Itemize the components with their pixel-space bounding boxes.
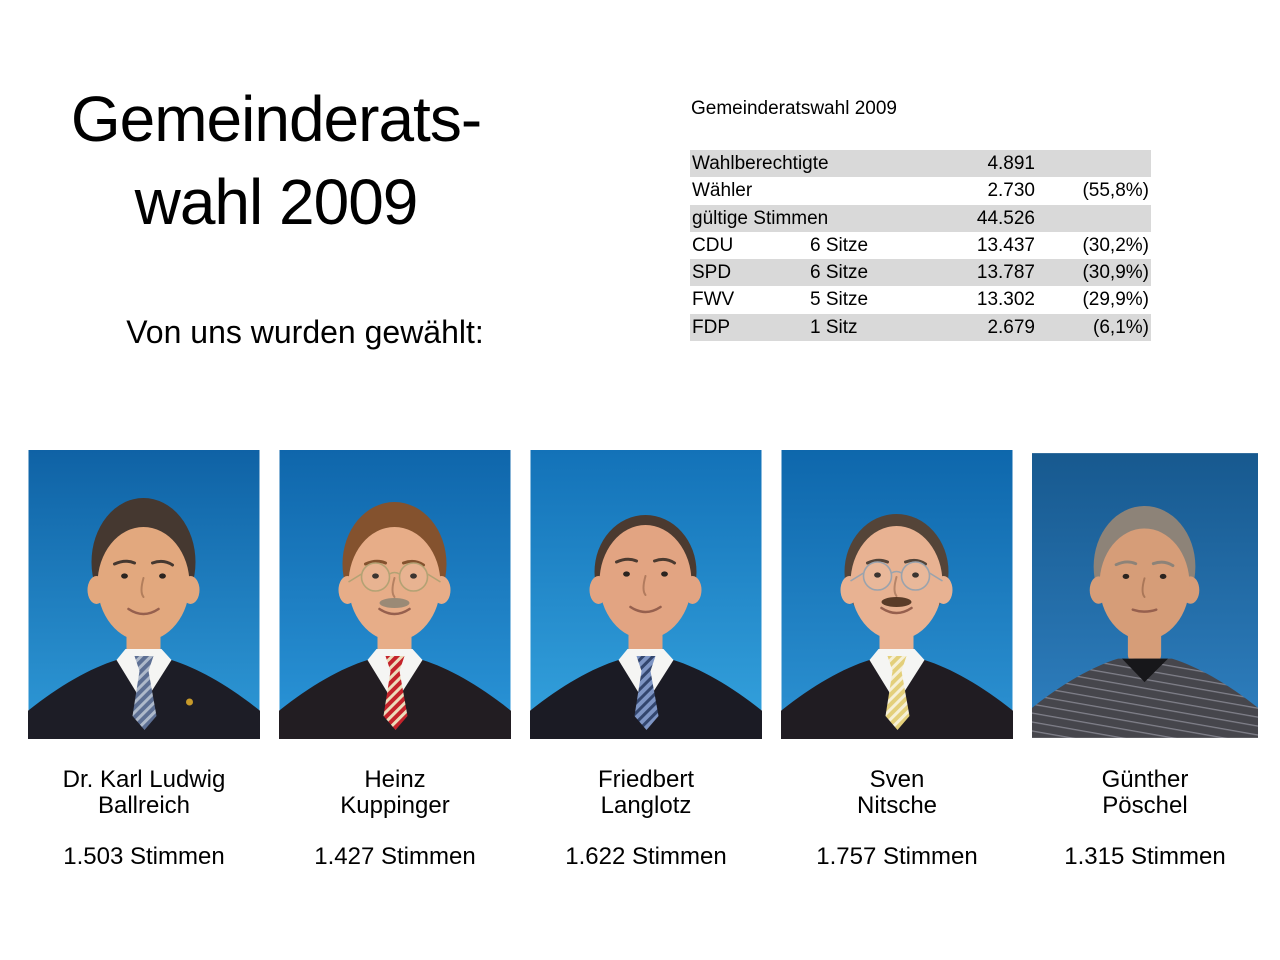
row-label: SPD <box>692 262 732 284</box>
page-title-line2: wahl 2009 <box>134 166 419 238</box>
row-percent <box>1035 150 1151 177</box>
table-row: FWV 5 Sitze 13.302 (29,9%) <box>690 286 1151 313</box>
candidate-card: Heinz Kuppinger 1.427 Stimmen <box>279 450 511 880</box>
row-label: FDP <box>692 316 730 338</box>
candidate-card: Friedbert Langlotz 1.622 Stimmen <box>530 450 762 880</box>
portrait-photo <box>530 450 762 739</box>
candidate-card: Sven Nitsche 1.757 Stimmen <box>781 450 1013 880</box>
candidate-name: Sven Nitsche <box>769 767 1025 819</box>
row-label: gültige Stimmen <box>692 207 829 229</box>
row-votes: 44.526 <box>976 207 1035 229</box>
row-votes: 4.891 <box>987 153 1035 174</box>
subtitle: Von uns wurden gewählt: <box>126 314 484 350</box>
results-table-title: Gemeinderatswahl 2009 <box>691 98 897 119</box>
page-title: Gemeinderats- wahl 2009 <box>0 78 552 244</box>
row-seats: 6 Sitze <box>810 234 869 256</box>
row-percent: (29,9%) <box>1082 289 1149 311</box>
candidate-card: Günther Pöschel 1.315 Stimmen <box>1032 450 1258 880</box>
table-row: Wähler 2.730 (55,8%) <box>690 177 1151 204</box>
portrait-photo <box>28 450 260 739</box>
row-votes: 2.679 <box>987 316 1035 338</box>
portrait-photo <box>1032 450 1258 739</box>
candidate-votes: 1.622 Stimmen <box>565 843 727 870</box>
results-table: Wahlberechtigte 4.891 Wähler 2.730 (55,8… <box>690 150 1151 342</box>
row-votes: 13.787 <box>976 262 1035 284</box>
table-row: CDU 6 Sitze 13.437 (30,2%) <box>690 232 1151 259</box>
row-votes: 13.302 <box>976 289 1035 311</box>
row-percent: (30,9%) <box>1082 262 1149 284</box>
row-seats <box>810 150 922 177</box>
row-label: CDU <box>692 234 734 256</box>
candidate-name-line2: Ballreich <box>97 792 191 819</box>
row-percent: (6,1%) <box>1093 316 1149 338</box>
candidate-name-line1: Sven <box>869 766 925 793</box>
candidate-votes: 1.503 Stimmen <box>63 843 225 870</box>
row-votes: 13.437 <box>976 234 1035 256</box>
candidate-name-line2: Nitsche <box>856 792 938 819</box>
candidate-name: Heinz Kuppinger <box>267 767 523 819</box>
candidate-votes: 1.427 Stimmen <box>314 843 476 870</box>
candidate-name-line1: Heinz <box>364 766 426 793</box>
candidate-name-line1: Günther <box>1101 766 1189 793</box>
candidate-name: Dr. Karl Ludwig Ballreich <box>16 767 272 819</box>
table-row: Wahlberechtigte 4.891 <box>690 150 1151 178</box>
candidate-name-line1: Dr. Karl Ludwig <box>62 766 226 793</box>
candidate-name-line1: Friedbert <box>597 766 695 793</box>
row-percent: (30,2%) <box>1082 234 1149 256</box>
candidate-votes: 1.315 Stimmen <box>1064 843 1226 870</box>
candidate-card: Dr. Karl Ludwig Ballreich 1.503 Stimmen <box>28 450 260 880</box>
row-seats <box>810 205 922 232</box>
candidate-name: Friedbert Langlotz <box>518 767 774 819</box>
table-row: gültige Stimmen 44.526 <box>690 204 1151 232</box>
row-percent: (55,8%) <box>1082 180 1149 202</box>
candidate-votes: 1.757 Stimmen <box>816 843 978 870</box>
candidate-name-line2: Langlotz <box>600 792 692 819</box>
row-seats: 5 Sitze <box>810 289 869 311</box>
row-label: Wähler <box>692 180 753 202</box>
page-title-line1: Gemeinderats- <box>70 83 482 155</box>
row-seats: 1 Sitz <box>810 316 858 338</box>
row-label: FWV <box>692 289 735 311</box>
row-votes: 2.730 <box>987 180 1035 202</box>
row-label: Wahlberechtigte <box>692 153 829 174</box>
candidate-name: Günther Pöschel <box>1020 767 1270 819</box>
table-row: SPD 6 Sitze 13.787 (30,9%) <box>690 259 1151 287</box>
row-seats: 6 Sitze <box>810 262 869 284</box>
candidate-name-line2: Kuppinger <box>340 792 450 819</box>
candidate-name-line2: Pöschel <box>1102 792 1188 819</box>
table-row: FDP 1 Sitz 2.679 (6,1%) <box>690 313 1151 342</box>
portrait-photo <box>781 450 1013 739</box>
portrait-photo <box>279 450 511 739</box>
row-percent <box>1035 205 1151 232</box>
row-seats <box>810 177 922 204</box>
